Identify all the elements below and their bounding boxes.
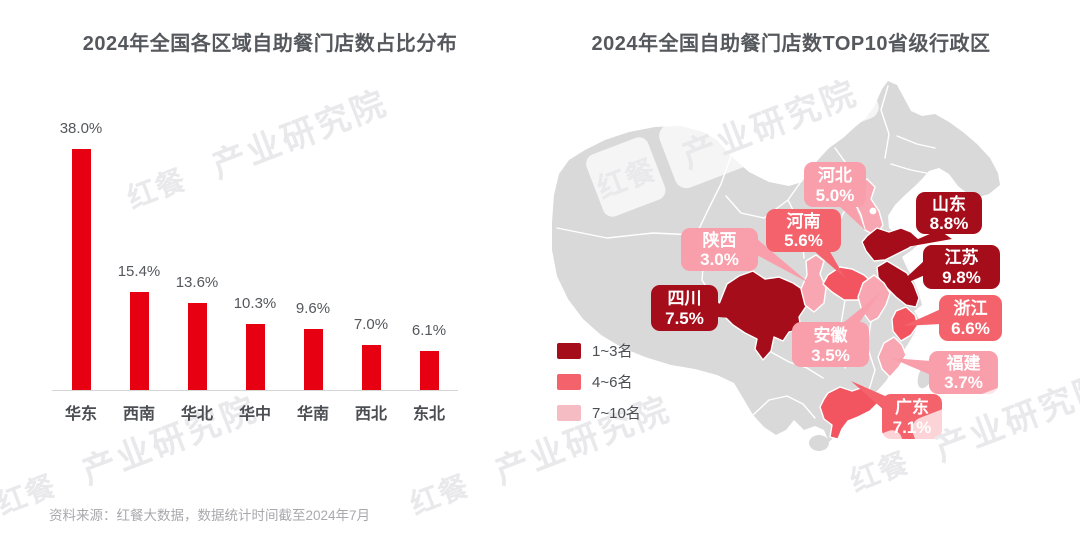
bar-value-label: 38.0%	[59, 120, 103, 137]
bar-value-label: 7.0%	[353, 316, 389, 334]
bar-category-label: 西南	[122, 406, 155, 423]
legend-label-tier1: 1~3名	[592, 343, 633, 360]
svg-text:广东: 广东	[895, 397, 929, 417]
map-chart-title: 2024年全国自助餐门店数TOP10省级行政区	[591, 33, 991, 55]
svg-text:河南: 河南	[787, 211, 821, 231]
province-shaanxi	[800, 254, 827, 313]
svg-text:5.6%: 5.6%	[784, 231, 823, 250]
svg-text:3.5%: 3.5%	[811, 346, 850, 365]
callout-tail-shandong	[895, 230, 952, 249]
callout-shaanxi: 陕西 3.0%	[681, 228, 758, 271]
callout-tail-jiangsu	[895, 260, 925, 288]
callout-tail-guangdong	[851, 381, 885, 411]
bar-slot: 9.6% 华南	[284, 120, 342, 423]
callout-zhejiang: 浙江 6.6%	[939, 295, 1002, 341]
bar-category-label: 华东	[64, 406, 97, 423]
callout-tail-henan	[813, 250, 845, 278]
legend-swatch-tier1	[557, 342, 581, 359]
beijing-cutout	[869, 207, 877, 215]
bar	[361, 345, 381, 390]
bar-category-label: 华中	[238, 406, 271, 423]
svg-text:安徽: 安徽	[814, 325, 849, 345]
callout-tail-anhui	[843, 293, 880, 323]
bar-category-label: 东北	[412, 406, 445, 423]
svg-text:福建: 福建	[946, 353, 981, 373]
bar-value-label: 13.6%	[175, 274, 219, 291]
bar	[129, 291, 149, 390]
brand-logo: 红餐	[395, 449, 482, 536]
hainan-island	[809, 435, 829, 451]
province-zhejiang	[891, 306, 919, 342]
bar-slot: 10.3% 华中	[226, 120, 284, 423]
callout-fujian: 福建 3.7%	[929, 351, 998, 394]
bar	[71, 149, 91, 390]
bar	[187, 303, 207, 390]
bar-value-label: 10.3%	[233, 295, 277, 313]
svg-text:陕西: 陕西	[703, 230, 737, 250]
bar-category-label: 华北	[180, 406, 213, 423]
legend-label-tier2: 4~6名	[592, 374, 633, 391]
bar-category-label: 华南	[296, 406, 329, 423]
svg-text:6.6%: 6.6%	[951, 319, 990, 338]
bar-chart-plot: 38.0% 华东 15.4% 西南 13.6% 华北 10.3% 华中 9.6% 华南 7.0% 西北…	[52, 120, 458, 424]
callout-henan: 河南 5.6%	[766, 209, 841, 252]
province-shandong	[861, 227, 921, 262]
bar-value-label: 9.6%	[295, 299, 331, 317]
callout-anhui: 安徽 3.5%	[792, 322, 869, 367]
bar	[419, 351, 439, 390]
bar-slot: 6.1% 东北	[400, 120, 458, 423]
source-note: 资料来源：红餐大数据，数据统计时间截至2024年7月	[49, 508, 371, 523]
bar-value-label: 6.1%	[411, 322, 447, 339]
bar-chart-title: 2024年全国各区域自助餐门店数占比分布	[82, 33, 458, 55]
svg-text:3.0%: 3.0%	[700, 250, 739, 269]
callout-tail-sichuan	[718, 303, 770, 321]
bar	[303, 328, 323, 390]
legend-swatch-tier2	[557, 373, 581, 390]
bar-slot: 13.6% 华北	[168, 120, 226, 423]
callout-guangdong: 广东 7.1%	[882, 394, 942, 439]
bar-slot: 38.0% 华东	[52, 120, 110, 423]
svg-text:山东: 山东	[932, 194, 966, 214]
svg-text:浙江: 浙江	[954, 298, 988, 318]
legend-label-tier3: 7~10名	[592, 405, 641, 422]
svg-text:河北: 河北	[818, 166, 852, 185]
callout-tail-hebei	[839, 205, 865, 230]
bar-value-label: 15.4%	[117, 262, 161, 280]
svg-text:江苏: 江苏	[945, 247, 979, 267]
svg-text:8.8%: 8.8%	[930, 214, 969, 233]
callout-hebei: 河北 5.0%	[804, 162, 866, 207]
callout-shandong: 山东 8.8%	[916, 192, 982, 234]
svg-text:7.5%: 7.5%	[665, 309, 704, 328]
bar-slot: 7.0% 西北	[342, 120, 400, 423]
province-fujian	[877, 336, 907, 378]
legend-row-tier3: 7~10名	[557, 402, 641, 423]
bar-category-label: 西北	[354, 406, 387, 423]
svg-text:四川: 四川	[668, 289, 702, 308]
svg-text:3.7%: 3.7%	[944, 373, 983, 392]
bar-slot: 15.4% 西南	[110, 120, 168, 424]
legend-row-tier2: 4~6名	[557, 371, 641, 392]
svg-text:7.1%: 7.1%	[893, 418, 932, 437]
legend-swatch-tier3	[557, 404, 581, 421]
map-legend: 1~3名 4~6名 7~10名	[557, 340, 641, 433]
callout-tail-zhejiang	[903, 309, 941, 326]
legend-row-tier1: 1~3名	[557, 340, 641, 361]
svg-text:9.8%: 9.8%	[942, 268, 981, 287]
svg-text:5.0%: 5.0%	[816, 186, 855, 205]
callout-sichuan: 四川 7.5%	[651, 285, 718, 331]
bar	[245, 324, 265, 390]
callout-jiangsu: 江苏 9.8%	[923, 245, 1000, 289]
